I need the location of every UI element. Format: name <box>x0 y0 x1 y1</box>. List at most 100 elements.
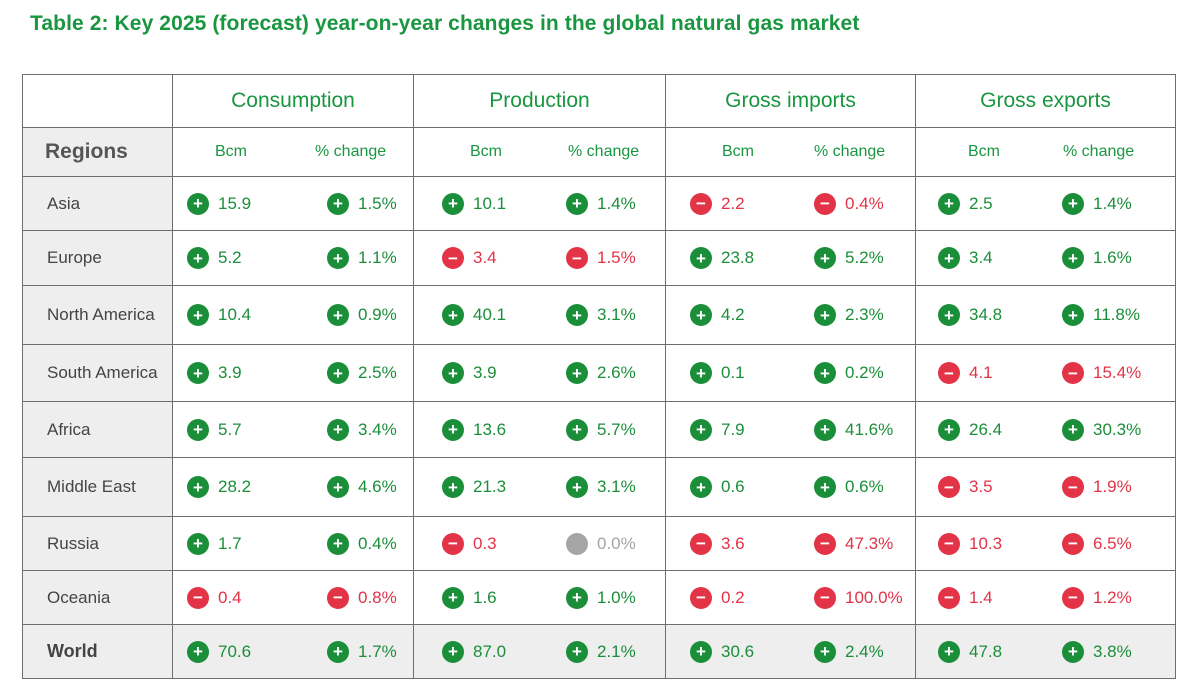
value-text: 15.4% <box>1093 363 1142 382</box>
value-text: 10.3 <box>969 533 1003 553</box>
plus-circle-icon: + <box>566 362 588 384</box>
cell-pair-consumption: +5.2 +1.1% <box>172 230 414 286</box>
value-text: 26.4 <box>969 419 1003 439</box>
gross-imports-bcm-value: −3.6 <box>690 532 814 555</box>
value-text: 1.7% <box>358 641 397 661</box>
value-text: 70.6 <box>218 641 252 661</box>
cell-pair-gross-exports: −1.4 −1.2% <box>915 570 1176 625</box>
plus-circle-icon: + <box>814 304 836 326</box>
plus-circle-icon: + <box>442 586 464 609</box>
value-text: 0.0% <box>597 533 636 553</box>
cell-pair-consumption: +70.6 +1.7% <box>172 624 414 679</box>
value-text: 1.6 <box>473 587 497 607</box>
plus-circle-icon: + <box>327 192 349 215</box>
value-text: 1.5% <box>358 193 397 213</box>
gross-exports-pct-change-value: +1.6% <box>1062 247 1132 269</box>
value-text: 100.0% <box>845 587 903 607</box>
sub-header-pct: % change <box>814 143 886 160</box>
production-bcm-value: −3.4 <box>442 247 566 269</box>
cell-pair-consumption: +28.2 +4.6% <box>172 457 414 517</box>
plus-circle-icon: + <box>442 640 464 663</box>
value-text: 0.2 <box>721 587 745 607</box>
minus-circle-icon: − <box>566 247 588 269</box>
gross-exports-bcm-value: +26.4 <box>938 418 1062 441</box>
production-pct-change-value: +2.1% <box>566 640 636 663</box>
consumption-bcm-value: +28.2 <box>187 476 327 498</box>
plus-circle-icon: + <box>690 640 712 663</box>
sub-header-pct: % change <box>315 143 387 160</box>
value-text: 3.9 <box>473 363 497 382</box>
plus-circle-icon: + <box>187 476 209 498</box>
plus-circle-icon: + <box>1062 418 1084 441</box>
value-text: 1.4% <box>1093 193 1132 213</box>
value-text: 23.8 <box>721 248 755 267</box>
consumption-pct-change-value: +0.9% <box>327 304 397 326</box>
production-bcm-value: −0.3 <box>442 532 566 555</box>
sub-header-pct: % change <box>568 143 640 160</box>
value-text: 2.6% <box>597 363 636 382</box>
minus-circle-icon: − <box>938 586 960 609</box>
minus-circle-icon: − <box>442 247 464 269</box>
value-text: 0.4% <box>358 533 397 553</box>
group-header-production: Production <box>413 74 666 128</box>
cell-pair-gross-exports: −4.1−15.4% <box>915 344 1176 402</box>
production-pct-change-value: +3.1% <box>566 476 636 498</box>
plus-circle-icon: + <box>1062 192 1084 215</box>
corner-cell <box>22 74 173 128</box>
value-text: 3.9 <box>218 363 242 382</box>
plus-circle-icon: + <box>327 304 349 326</box>
cell-pair-gross-imports: +30.6 +2.4% <box>665 624 916 679</box>
sub-header-production: Bcm % change <box>413 127 666 177</box>
regions-header: Regions <box>22 127 173 177</box>
cell-pair-production: −0.3 0.0% <box>413 516 666 571</box>
gross-exports-pct-change-value: −1.2% <box>1062 586 1132 609</box>
plus-circle-icon: + <box>327 476 349 498</box>
table-title: Table 2: Key 2025 (forecast) year-on-yea… <box>30 12 860 35</box>
plus-circle-icon: + <box>327 247 349 269</box>
cell-pair-consumption: +1.7 +0.4% <box>172 516 414 571</box>
gross-imports-bcm-value: +30.6 <box>690 640 814 663</box>
gross-imports-pct-change-value: −0.4% <box>814 192 884 215</box>
plus-circle-icon: + <box>566 476 588 498</box>
value-text: 2.2 <box>721 193 745 213</box>
value-text: 2.4% <box>845 641 884 661</box>
value-text: 1.1% <box>358 248 397 267</box>
value-text: 13.6 <box>473 419 507 439</box>
gross-exports-bcm-value: +47.8 <box>938 640 1062 663</box>
value-text: 1.4 <box>969 587 993 607</box>
plus-circle-icon: + <box>566 586 588 609</box>
value-text: 2.3% <box>845 305 884 324</box>
value-text: 2.5% <box>358 363 397 382</box>
minus-circle-icon: − <box>690 586 712 609</box>
sub-header-bcm: Bcm <box>215 143 247 160</box>
gross-imports-pct-change-value: −100.0% <box>814 586 903 609</box>
plus-circle-icon: + <box>442 192 464 215</box>
gross-imports-pct-change-value: +41.6% <box>814 418 893 441</box>
value-text: 2.1% <box>597 641 636 661</box>
value-text: 40.1 <box>473 305 507 324</box>
plus-circle-icon: + <box>442 362 464 384</box>
value-text: 1.7 <box>218 533 242 553</box>
minus-circle-icon: − <box>187 586 209 609</box>
gross-imports-bcm-value: +7.9 <box>690 418 814 441</box>
gross-exports-pct-change-value: +3.8% <box>1062 640 1132 663</box>
plus-circle-icon: + <box>327 640 349 663</box>
gross-imports-pct-change-value: +2.4% <box>814 640 884 663</box>
world-label: World <box>22 624 173 679</box>
plus-circle-icon: + <box>442 418 464 441</box>
cell-pair-gross-exports: +47.8 +3.8% <box>915 624 1176 679</box>
value-text: 3.5 <box>969 477 993 496</box>
cell-pair-production: −3.4−1.5% <box>413 230 666 286</box>
plus-circle-icon: + <box>1062 304 1084 326</box>
plus-circle-icon: + <box>566 192 588 215</box>
value-text: 21.3 <box>473 477 507 496</box>
region-label-oceania: Oceania <box>22 570 173 625</box>
plus-circle-icon: + <box>187 418 209 441</box>
value-text: 0.2% <box>845 363 884 382</box>
region-row: Asia +15.9 +1.5% +10.1 +1.4% −2.2−0.4% +2.5 +1.… <box>22 176 1176 231</box>
value-text: 7.9 <box>721 419 745 439</box>
production-bcm-value: +10.1 <box>442 192 566 215</box>
cell-pair-production: +13.6 +5.7% <box>413 401 666 458</box>
region-label-south-america: South America <box>22 344 173 402</box>
value-text: 4.1 <box>969 363 993 382</box>
